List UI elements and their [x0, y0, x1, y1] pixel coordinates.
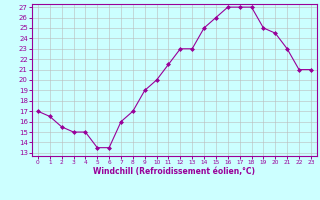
X-axis label: Windchill (Refroidissement éolien,°C): Windchill (Refroidissement éolien,°C) [93, 167, 255, 176]
